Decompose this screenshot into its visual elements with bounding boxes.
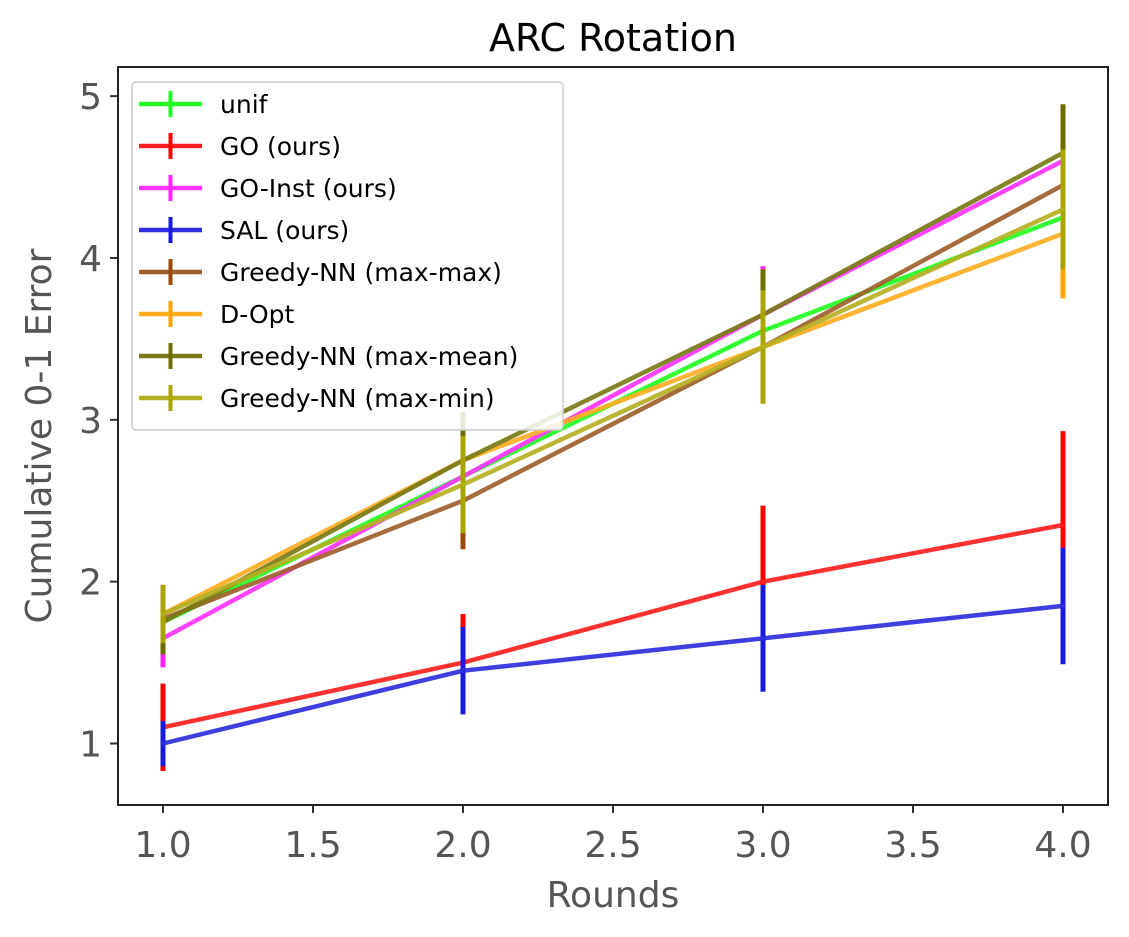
legend: unif GO (ours) GO-Inst (ours) SAL (ours) Gre… <box>131 81 564 431</box>
legend-label: Greedy-NN (max-max) <box>220 258 502 287</box>
legend-label: D-Opt <box>220 300 295 329</box>
legend-label: SAL (ours) <box>220 216 349 245</box>
series-3 <box>160 547 1066 767</box>
data-point <box>460 668 466 673</box>
series-line <box>162 603 1064 746</box>
series-7 <box>160 149 1066 644</box>
chart-title: ARC Rotation <box>489 16 737 60</box>
y-axis-label: Cumulative 0-1 Error <box>19 248 60 623</box>
legend-box <box>131 81 564 431</box>
data-point <box>760 344 766 350</box>
series-line <box>162 522 1064 730</box>
data-point <box>160 741 166 746</box>
x-axis-label: Rounds <box>547 875 680 916</box>
data-point <box>460 482 466 487</box>
data-point <box>1060 207 1066 212</box>
x-tick-label: 1.5 <box>284 825 341 866</box>
series-line <box>162 183 1065 621</box>
plot-frame <box>117 66 1109 806</box>
legend-label: unif <box>220 90 269 119</box>
series-line <box>161 150 1065 625</box>
legend-label: Greedy-NN (max-min) <box>220 384 495 413</box>
legend-label: GO-Inst (ours) <box>220 174 397 203</box>
y-tick-label: 1 <box>79 725 102 766</box>
y-tick-label: 2 <box>79 563 102 604</box>
x-tick-label: 1.0 <box>134 825 191 866</box>
data-point <box>160 611 166 617</box>
y-tick-label: 5 <box>79 77 102 118</box>
legend-label: GO (ours) <box>220 132 341 161</box>
series-line <box>162 207 1064 617</box>
x-tick-label: 3.0 <box>734 825 791 866</box>
data-point <box>760 636 766 641</box>
legend-label: Greedy-NN (max-mean) <box>220 342 518 371</box>
series-line <box>161 231 1064 617</box>
y-tick-label: 4 <box>79 239 102 280</box>
data-point <box>1060 603 1066 609</box>
x-tick-label: 4.0 <box>1034 825 1091 866</box>
y-tick-label: 3 <box>79 401 102 442</box>
plot-area <box>160 104 1066 772</box>
x-tick-label: 3.5 <box>884 825 941 866</box>
data-point <box>760 579 766 584</box>
x-tick-label: 2.5 <box>584 825 641 866</box>
x-tick-label: 2.0 <box>434 825 491 866</box>
data-point <box>1060 522 1066 528</box>
